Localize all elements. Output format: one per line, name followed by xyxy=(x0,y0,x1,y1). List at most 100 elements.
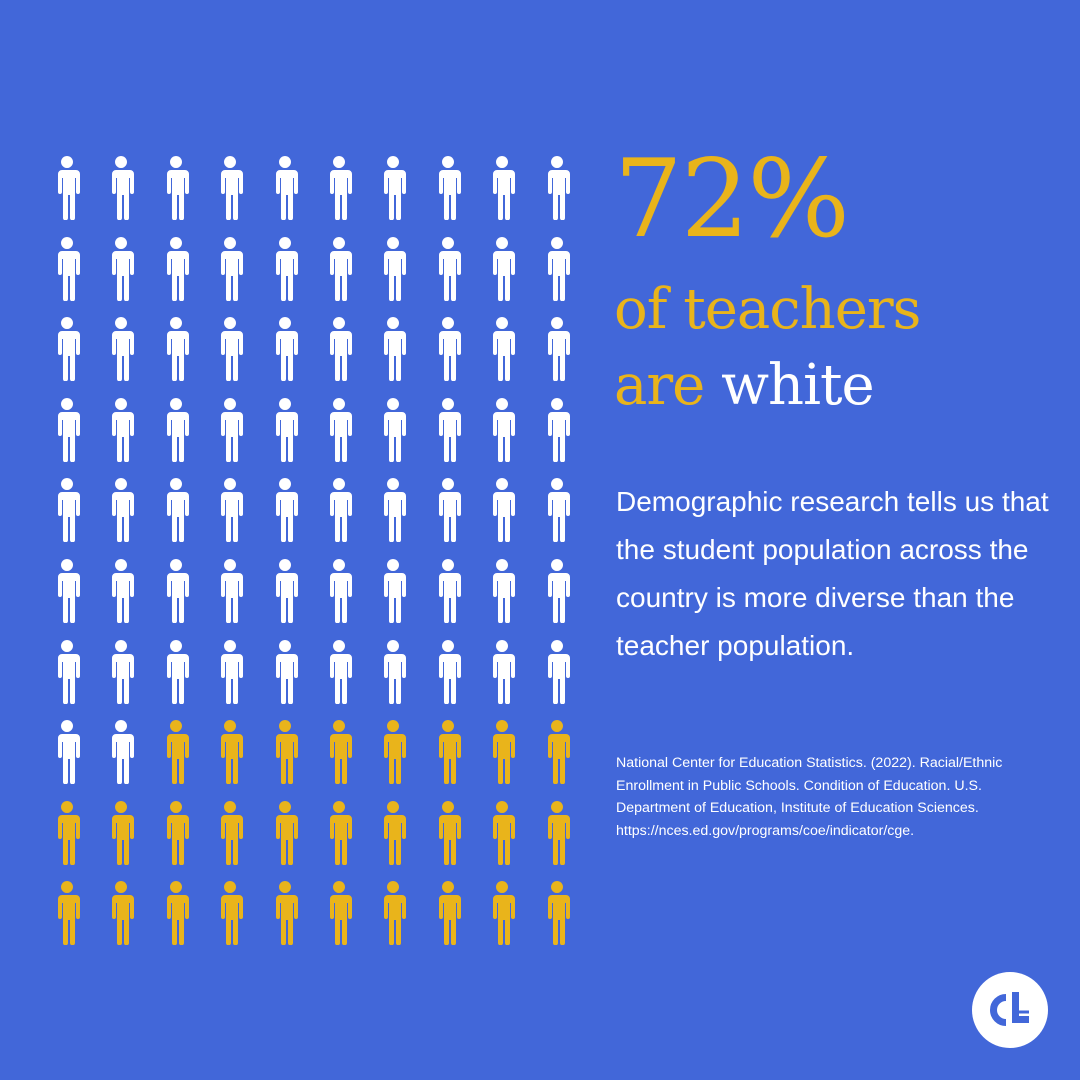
person-icon xyxy=(270,317,300,382)
stat-number: 72% xyxy=(614,137,850,262)
person-icon xyxy=(215,156,245,220)
person-icon xyxy=(161,559,191,623)
person-icon xyxy=(106,478,136,543)
person-icon xyxy=(270,720,300,785)
headline: of teachers are white xyxy=(614,272,1054,424)
person-icon xyxy=(161,156,191,220)
person-icon xyxy=(215,881,245,946)
person-icon xyxy=(270,478,300,543)
person-icon xyxy=(161,317,191,382)
person-icon xyxy=(324,559,354,623)
person-icon xyxy=(487,720,517,785)
person-icon xyxy=(433,639,463,704)
person-icon xyxy=(270,881,300,946)
person-icon xyxy=(324,639,354,704)
person-icon xyxy=(378,881,408,946)
person-icon xyxy=(215,639,245,704)
person-icon xyxy=(542,559,572,623)
person-icon xyxy=(324,156,354,220)
person-icon xyxy=(378,639,408,704)
person-icon xyxy=(378,720,408,785)
person-icon xyxy=(215,478,245,543)
person-icon xyxy=(433,236,463,301)
person-icon xyxy=(378,800,408,865)
person-icon xyxy=(270,397,300,462)
person-icon xyxy=(161,881,191,946)
person-icon xyxy=(161,236,191,301)
headline-line-2: are white xyxy=(614,348,1054,424)
person-icon xyxy=(487,559,517,623)
headline-line-1: of teachers xyxy=(614,277,921,342)
person-icon xyxy=(215,317,245,382)
person-icon xyxy=(487,156,517,220)
person-icon xyxy=(487,800,517,865)
person-icon xyxy=(52,639,82,704)
person-icon xyxy=(542,639,572,704)
person-icon xyxy=(52,317,82,382)
person-icon xyxy=(487,881,517,946)
person-icon xyxy=(433,317,463,382)
person-icon xyxy=(378,478,408,543)
person-icon xyxy=(52,478,82,543)
person-icon xyxy=(433,800,463,865)
person-icon xyxy=(378,317,408,382)
person-icon xyxy=(106,236,136,301)
person-icon xyxy=(161,397,191,462)
person-icon xyxy=(215,559,245,623)
person-icon xyxy=(433,559,463,623)
person-icon xyxy=(542,881,572,946)
person-icon xyxy=(52,559,82,623)
person-icon xyxy=(106,317,136,382)
person-icon xyxy=(324,881,354,946)
person-icon xyxy=(270,156,300,220)
person-icon xyxy=(487,236,517,301)
person-icon xyxy=(378,559,408,623)
person-icon xyxy=(161,478,191,543)
person-icon xyxy=(487,639,517,704)
person-icon xyxy=(161,639,191,704)
person-icon xyxy=(433,478,463,543)
pictogram-grid xyxy=(52,156,580,948)
person-icon xyxy=(324,478,354,543)
person-icon xyxy=(106,881,136,946)
person-icon xyxy=(215,800,245,865)
stat-block: 72% of teachers are white xyxy=(614,140,1054,424)
person-icon xyxy=(542,397,572,462)
person-icon xyxy=(106,397,136,462)
person-icon xyxy=(106,559,136,623)
headline-prefix: are xyxy=(614,353,705,418)
person-icon xyxy=(378,397,408,462)
person-icon xyxy=(542,800,572,865)
person-icon xyxy=(433,397,463,462)
person-icon xyxy=(542,478,572,543)
headline-emphasis: white xyxy=(721,353,875,418)
person-icon xyxy=(542,317,572,382)
person-icon xyxy=(52,236,82,301)
person-icon xyxy=(161,720,191,785)
person-icon xyxy=(52,397,82,462)
person-icon xyxy=(542,156,572,220)
person-icon xyxy=(487,478,517,543)
person-icon xyxy=(270,639,300,704)
person-icon xyxy=(542,236,572,301)
person-icon xyxy=(106,800,136,865)
person-icon xyxy=(215,720,245,785)
person-icon xyxy=(215,236,245,301)
cl-logo-icon xyxy=(972,972,1048,1048)
person-icon xyxy=(270,800,300,865)
person-icon xyxy=(324,720,354,785)
person-icon xyxy=(433,720,463,785)
person-icon xyxy=(270,559,300,623)
description: Demographic research tells us that the s… xyxy=(616,486,1049,661)
person-icon xyxy=(324,317,354,382)
person-icon xyxy=(52,881,82,946)
person-icon xyxy=(106,639,136,704)
person-icon xyxy=(433,156,463,220)
person-icon xyxy=(52,800,82,865)
person-icon xyxy=(215,397,245,462)
person-icon xyxy=(378,156,408,220)
person-icon xyxy=(487,317,517,382)
person-icon xyxy=(106,156,136,220)
person-icon xyxy=(378,236,408,301)
person-icon xyxy=(52,720,82,785)
